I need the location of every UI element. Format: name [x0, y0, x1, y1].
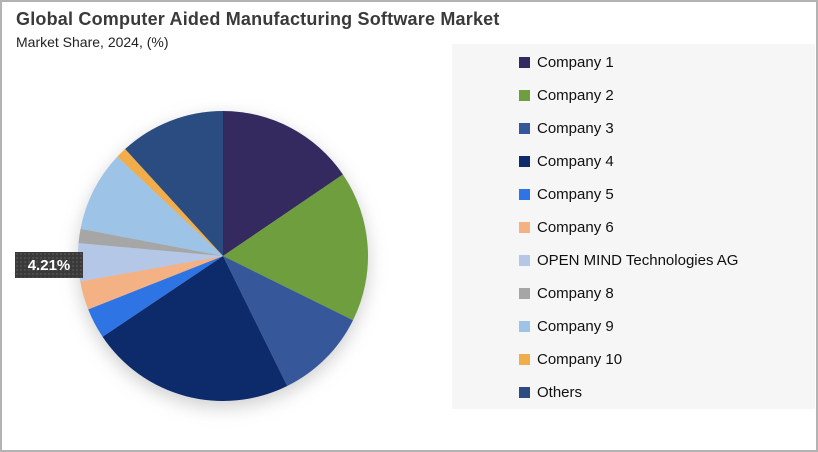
callout-label-open-mind: 4.21%: [15, 252, 83, 278]
pie-slice-company-8: [78, 228, 223, 256]
legend-label-company-3: Company 3: [537, 120, 614, 137]
chart-title: Global Computer Aided Manufacturing Soft…: [16, 9, 500, 29]
pie-chart: [77, 110, 369, 402]
pie-slice-company-6: [80, 256, 224, 310]
legend-label-company-5: Company 5: [537, 186, 614, 203]
legend-label-company-6: Company 6: [537, 219, 614, 236]
legend-label-company-2: Company 2: [537, 87, 614, 104]
legend-label-others: Others: [537, 384, 583, 401]
legend-item-company-2: Company 2: [519, 79, 815, 112]
legend-item-company-9: Company 9: [519, 310, 815, 343]
legend-panel: Company 1 Company 2 Company 3 Company 4 Comp…: [452, 44, 815, 409]
legend-label-company-10: Company 10: [537, 351, 623, 368]
pie-slice-company-5: [88, 256, 224, 337]
legend-swatch-company-6: [519, 222, 530, 233]
callout-value: 4.21%: [27, 256, 71, 274]
pie-slice-company-10: [117, 149, 223, 256]
legend-swatch-company-1: [519, 57, 530, 68]
pie-slice-company-3: [223, 256, 354, 387]
legend-label-company-1: Company 1: [537, 54, 614, 71]
pie-slice-open-mind-technologies-ag: [78, 243, 223, 282]
pie-slice-company-4: [102, 256, 288, 401]
legend-label-company-4: Company 4: [537, 153, 614, 170]
legend-item-company-1: Company 1: [519, 46, 815, 79]
pie-slice-others: [125, 111, 223, 256]
legend-label-company-9: Company 9: [537, 318, 614, 335]
pie-slice-company-9: [80, 156, 223, 256]
legend-swatch-company-3: [519, 123, 530, 134]
legend-item-company-6: Company 6: [519, 211, 815, 244]
pie-slice-company-1: [223, 111, 343, 256]
legend-swatch-company-10: [519, 354, 530, 365]
legend-item-company-3: Company 3: [519, 112, 815, 145]
chart-header: Global Computer Aided Manufacturing Soft…: [16, 9, 500, 50]
legend-swatch-company-5: [519, 189, 530, 200]
legend-item-open-mind-technologies-ag: OPEN MIND Technologies AG: [519, 244, 815, 277]
pie-svg: [78, 111, 368, 401]
legend-item-others: Others: [519, 376, 815, 409]
legend-item-company-4: Company 4: [519, 145, 815, 178]
pie-slice-company-2: [223, 174, 368, 321]
legend-item-company-5: Company 5: [519, 178, 815, 211]
legend-item-company-10: Company 10: [519, 343, 815, 376]
legend-label-open-mind-technologies-ag: OPEN MIND Technologies AG: [537, 252, 739, 269]
legend-item-company-8: Company 8: [519, 277, 815, 310]
legend-swatch-company-9: [519, 321, 530, 332]
chart-subtitle: Market Share, 2024, (%): [16, 34, 169, 50]
legend-label-company-8: Company 8: [537, 285, 614, 302]
legend-swatch-company-8: [519, 288, 530, 299]
legend-swatch-company-4: [519, 156, 530, 167]
legend-swatch-open-mind-technologies-ag: [519, 255, 530, 266]
legend-swatch-others: [519, 387, 530, 398]
legend-swatch-company-2: [519, 90, 530, 101]
